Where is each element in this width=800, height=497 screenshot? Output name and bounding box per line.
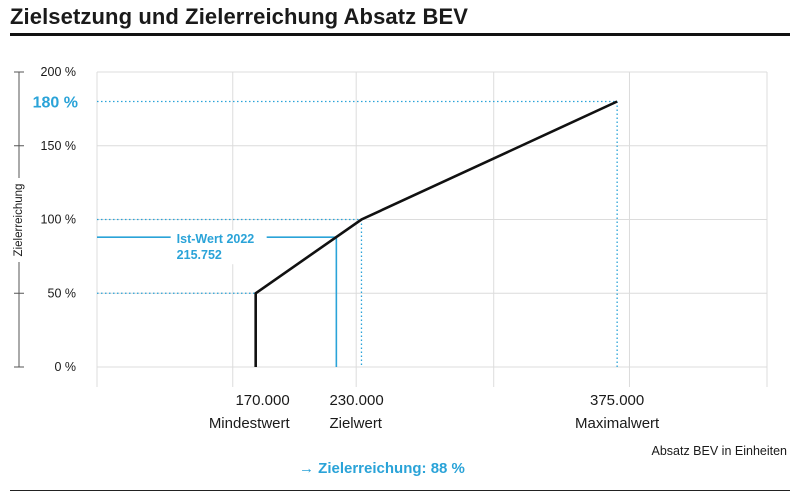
y-tick-label: 150 % bbox=[41, 139, 76, 153]
y-axis-title: Zielerreichung bbox=[13, 184, 25, 257]
x-marker-name: Mindestwert bbox=[209, 415, 291, 432]
bottom-rule bbox=[10, 490, 790, 491]
x-axis-unit-label: Absatz BEV in Einheiten bbox=[652, 444, 788, 458]
title-rule bbox=[10, 33, 790, 36]
x-marker-name: Zielwert bbox=[329, 415, 382, 432]
y-highlight-bg bbox=[24, 89, 80, 112]
guide-layer bbox=[97, 100, 618, 367]
y-axis-title-gap bbox=[13, 178, 26, 262]
text-layer: 0 % 50 % 100 % 150 % 200 % Zielerreichung Ist-… bbox=[13, 65, 787, 477]
y-tick-label: 50 % bbox=[48, 286, 77, 300]
x-marker-value: 375.000 bbox=[590, 392, 644, 409]
y-tick-label: 100 % bbox=[41, 213, 76, 227]
x-marker-value: 170.000 bbox=[235, 392, 289, 409]
grid-layer bbox=[13, 71, 768, 387]
x-marker-value: 230.000 bbox=[329, 392, 383, 409]
actual-label-bg bbox=[170, 230, 267, 265]
y-highlight-label: 180 % bbox=[33, 95, 78, 112]
x-marker-name: Maximalwert bbox=[575, 415, 660, 432]
chart-title: Zielsetzung und Zielerreichung Absatz BE… bbox=[10, 4, 469, 29]
actual-label-title: Ist-Wert 2022 bbox=[177, 232, 255, 246]
result-label: → Zielerreichung: 88 % bbox=[299, 460, 465, 477]
actual-label-value: 215.752 bbox=[177, 248, 222, 262]
y-tick-label: 0 % bbox=[54, 360, 76, 374]
target-curve bbox=[254, 100, 618, 367]
curve-layer bbox=[254, 100, 618, 367]
y-tick-label: 200 % bbox=[41, 65, 76, 79]
